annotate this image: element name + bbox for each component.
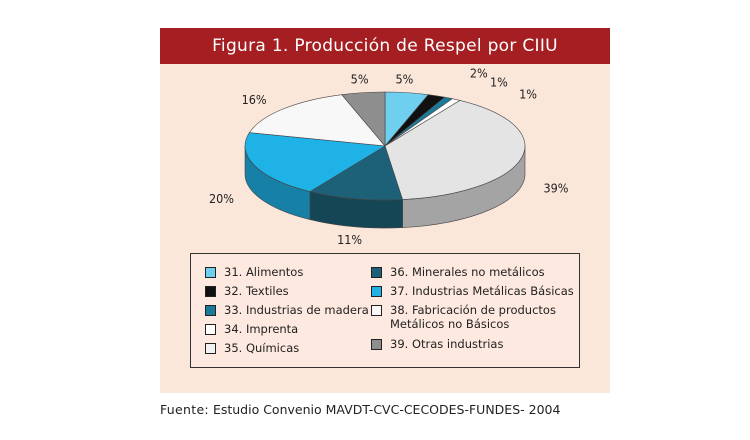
legend-item: 34. Imprenta (205, 322, 374, 336)
legend-item: 35. Químicas (205, 341, 374, 355)
pie-slice-9 (341, 91, 386, 147)
legend: 31. Alimentos 32. Textiles 33. Industrias … (190, 253, 580, 368)
legend-label: 32. Textiles (224, 284, 289, 298)
legend-label: 38. Fabricación de productos Metálicos n… (390, 303, 556, 331)
pie-slice-6 (309, 145, 403, 201)
legend-label: 34. Imprenta (224, 322, 299, 336)
legend-item: 36. Minerales no metálicos (371, 265, 580, 279)
legend-swatch (205, 286, 216, 297)
source-text: Estudio Convenio MAVDT-CVC-CECODES-FUNDE… (212, 402, 561, 417)
legend-swatch (205, 267, 216, 278)
pie-label-4: 1% (519, 87, 537, 102)
source-key: Fuente: (160, 402, 209, 417)
legend-item: 38. Fabricación de productos Metálicos n… (371, 303, 580, 331)
legend-item: 33. Industrias de madera (205, 303, 374, 317)
legend-item: 32. Textiles (205, 284, 374, 298)
pie-label-1: 5% (395, 71, 413, 86)
legend-item: 37. Industrias Metálicas Básicas (371, 284, 580, 298)
legend-label: 37. Industrias Metálicas Básicas (390, 284, 574, 298)
pie-label-9: 5% (351, 71, 369, 86)
pie-label-8: 16% (242, 92, 267, 107)
pie-label-6: 11% (337, 232, 362, 247)
legend-swatch (371, 339, 382, 350)
pie-slice-8 (248, 94, 386, 147)
legend-item: 39. Otras industrias (371, 337, 580, 351)
legend-label: 39. Otras industrias (390, 337, 504, 351)
legend-swatch (371, 286, 382, 297)
pie-slice-5 (384, 100, 526, 200)
pie-labels: 5% 2%1%1%39%11%20%16%5% (209, 66, 569, 247)
figure-panel: Figura 1. Producción de Respel por CIIU … (160, 28, 610, 393)
pie-label-7: 20% (209, 191, 234, 206)
legend-swatch (205, 324, 216, 335)
legend-item: 31. Alimentos (205, 265, 374, 279)
legend-label: 31. Alimentos (224, 265, 304, 279)
legend-swatch (371, 267, 382, 278)
legend-label: 36. Minerales no metálicos (390, 265, 545, 279)
legend-swatch (205, 305, 216, 316)
pie-label-5: 39% (543, 181, 568, 196)
pie-chart: 5% 2%1%1%39%11%20%16%5% (209, 66, 569, 247)
legend-label: 35. Químicas (224, 341, 300, 355)
legend-label: 33. Industrias de madera (224, 303, 369, 317)
pie-label-2: 2% (470, 66, 488, 81)
legend-swatch (205, 343, 216, 354)
source-note: Fuente: Estudio Convenio MAVDT-CVC-CECOD… (160, 402, 560, 417)
pie-tops (244, 91, 526, 201)
legend-swatch (371, 305, 382, 316)
figure-title: Figura 1. Producción de Respel por CIIU (160, 28, 610, 64)
pie-label-3: 1% (490, 74, 508, 89)
pie-slice-7 (244, 132, 386, 192)
